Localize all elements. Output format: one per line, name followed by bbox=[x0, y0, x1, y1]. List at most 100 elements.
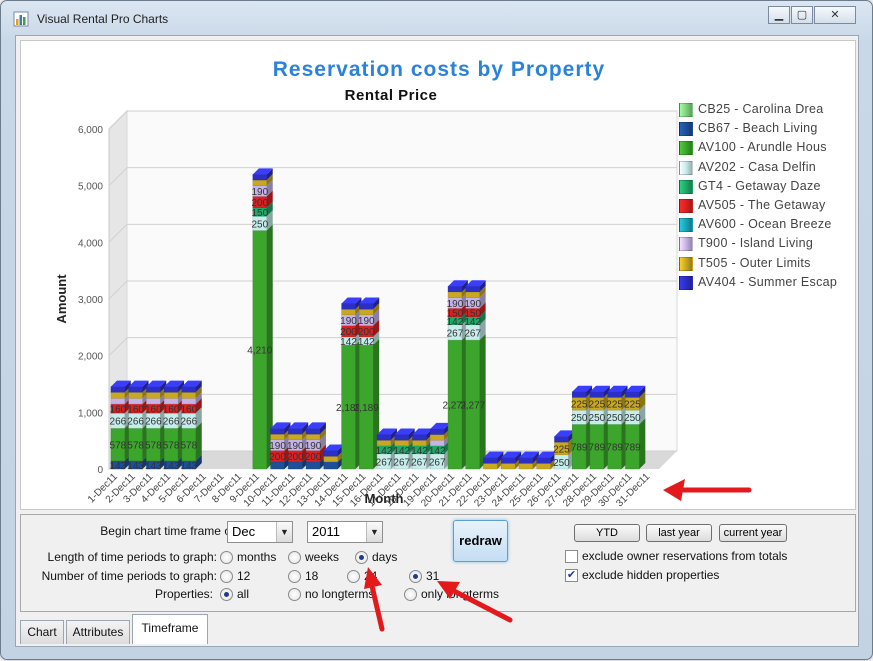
legend-item: AV505 - The Getaway bbox=[676, 197, 851, 216]
bar-segment bbox=[305, 428, 321, 435]
exclude-owner-checkbox[interactable] bbox=[565, 550, 578, 563]
radio-all[interactable] bbox=[220, 588, 233, 601]
data-label: 142 bbox=[464, 317, 481, 328]
bar-segment-side bbox=[284, 422, 291, 435]
bar-top bbox=[589, 385, 610, 392]
chevron-down-icon[interactable]: ▼ bbox=[276, 522, 292, 542]
bar-segment bbox=[270, 428, 285, 435]
bar-segment bbox=[181, 386, 196, 393]
bar-segment-side bbox=[266, 210, 273, 231]
bar-segment bbox=[430, 439, 445, 447]
properties-label: Properties: bbox=[154, 587, 213, 601]
x-axis-title: Month bbox=[365, 491, 404, 506]
timeframe-controls: Begin chart time frame on: Dec ▼ 2011 ▼ … bbox=[20, 514, 856, 612]
legend-label: AV100 - Arundle Hous bbox=[698, 140, 827, 155]
tab-bar: Chart Attributes Timeframe bbox=[20, 614, 856, 644]
begin-month-select[interactable]: Dec ▼ bbox=[227, 521, 293, 543]
bar-segment-side bbox=[373, 303, 380, 315]
bar-segment bbox=[163, 398, 179, 405]
data-label: 250 bbox=[251, 219, 268, 230]
chevron-down-icon[interactable]: ▼ bbox=[366, 522, 382, 542]
bar-top bbox=[519, 451, 539, 458]
legend-item: CB25 - Carolina Drea bbox=[676, 101, 851, 120]
bar-segment-side bbox=[178, 380, 185, 393]
content-area: Reservation costs by Property Rental Pri… bbox=[15, 35, 859, 647]
data-label: 789 bbox=[571, 443, 588, 454]
bar-segment-side bbox=[266, 168, 273, 180]
radio-months[interactable] bbox=[220, 551, 233, 564]
legend-swatch bbox=[679, 218, 693, 233]
bar-segment bbox=[270, 433, 285, 440]
bar-segment bbox=[359, 303, 374, 310]
close-button[interactable]: ✕ bbox=[814, 6, 856, 24]
last-year-button[interactable]: last year bbox=[646, 524, 712, 542]
current-year-button[interactable]: current year bbox=[719, 524, 787, 542]
radio-weeks[interactable] bbox=[288, 551, 301, 564]
bar-segment-side bbox=[142, 380, 149, 393]
radio-days[interactable] bbox=[355, 551, 368, 564]
exclude-hidden-checkbox[interactable]: ✔ bbox=[565, 569, 578, 582]
bar-segment-side bbox=[195, 392, 202, 405]
radio-24[interactable] bbox=[347, 570, 360, 583]
data-label: 160 bbox=[145, 405, 162, 416]
data-label: 200 bbox=[340, 327, 357, 338]
bar-segment-side bbox=[195, 398, 202, 414]
bar-segment bbox=[447, 285, 463, 293]
legend-item: AV600 - Ocean Breeze bbox=[676, 216, 851, 235]
number-label: Number of time periods to graph: bbox=[41, 569, 217, 583]
title-bar[interactable]: Visual Rental Pro Charts ▁ ▢ ✕ bbox=[1, 1, 872, 35]
bar-segment-side bbox=[479, 318, 486, 340]
bar-segment bbox=[163, 386, 179, 393]
bar-segment-side bbox=[195, 422, 202, 461]
legend-item: T900 - Island Living bbox=[676, 235, 851, 254]
tab-chart[interactable]: Chart bbox=[20, 620, 64, 644]
bar-segment-side bbox=[479, 291, 486, 309]
data-label: 142 bbox=[358, 337, 375, 348]
ytd-button[interactable]: YTD bbox=[574, 524, 640, 542]
data-label: 200 bbox=[305, 452, 322, 463]
radio-18-label: 18 bbox=[305, 569, 319, 583]
bar-segment bbox=[252, 179, 267, 186]
data-label: 250 bbox=[589, 413, 606, 424]
bar-segment-side bbox=[586, 385, 593, 398]
minimize-button[interactable]: ▁ bbox=[768, 6, 790, 24]
length-label: Length of time periods to graph: bbox=[47, 550, 217, 564]
bar-segment-side bbox=[319, 433, 326, 451]
data-label: 190 bbox=[269, 441, 286, 452]
bar-segment bbox=[572, 391, 587, 398]
bar-segment bbox=[376, 434, 392, 441]
radio-12[interactable] bbox=[220, 570, 233, 583]
tab-timeframe[interactable]: Timeframe bbox=[132, 614, 208, 644]
bar-segment bbox=[323, 461, 338, 470]
radio-31[interactable] bbox=[409, 570, 422, 583]
bar-segment bbox=[181, 392, 196, 399]
tab-attributes[interactable]: Attributes bbox=[66, 620, 130, 644]
bar-segment bbox=[465, 285, 480, 293]
radio-12-label: 12 bbox=[237, 569, 251, 583]
bar-top bbox=[554, 430, 575, 437]
bar-top bbox=[270, 422, 291, 429]
radio-only-longterms[interactable] bbox=[404, 588, 417, 601]
y-tick-label: 1,000 bbox=[78, 408, 103, 419]
data-label: 143 bbox=[180, 461, 197, 472]
bar-segment bbox=[589, 391, 605, 398]
radio-24-label: 24 bbox=[364, 569, 378, 583]
radio-18[interactable] bbox=[288, 570, 301, 583]
data-label: 578 bbox=[110, 441, 127, 452]
maximize-button[interactable]: ▢ bbox=[791, 6, 813, 24]
bar-segment-side bbox=[266, 190, 273, 208]
bar-segment bbox=[554, 436, 569, 443]
redraw-button[interactable]: redraw bbox=[453, 520, 508, 562]
radio-no-longterms[interactable] bbox=[288, 588, 301, 601]
legend-item: GT4 - Getaway Daze bbox=[676, 178, 851, 197]
bar-segment bbox=[110, 392, 125, 399]
bar-segment bbox=[430, 434, 445, 441]
begin-year-select[interactable]: 2011 ▼ bbox=[307, 521, 383, 543]
bar-segment bbox=[341, 308, 356, 316]
bar-segment-side bbox=[266, 201, 273, 217]
bar-segment-side bbox=[355, 297, 362, 310]
data-label: 225 bbox=[624, 400, 641, 411]
data-label: 142 bbox=[429, 446, 446, 457]
